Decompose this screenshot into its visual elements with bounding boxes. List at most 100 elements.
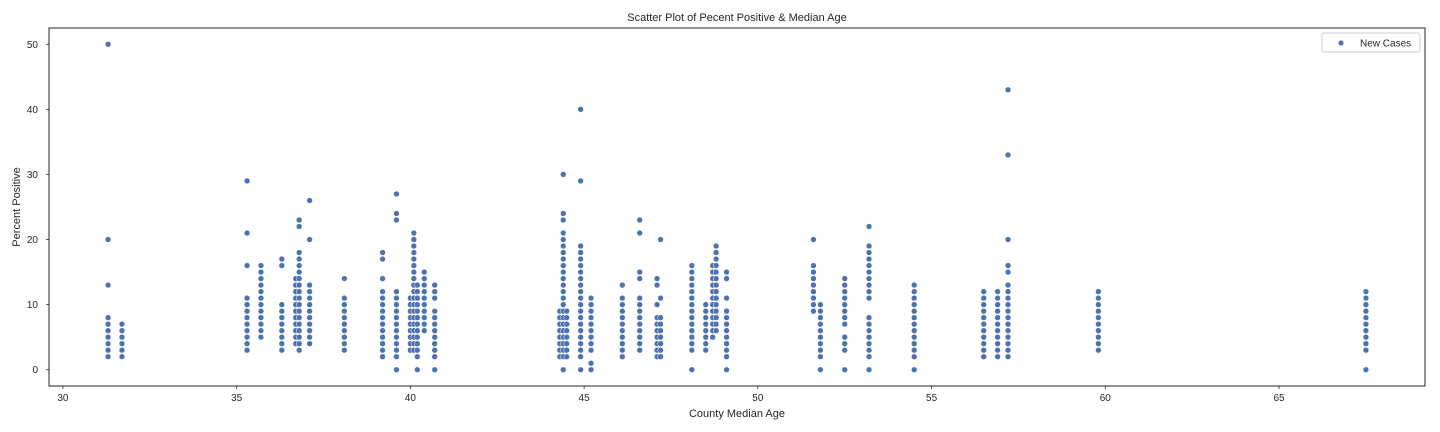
data-point: [560, 255, 567, 263]
data-point: [636, 347, 643, 354]
data-point: [911, 334, 918, 341]
data-point: [393, 294, 400, 302]
data-point: [911, 353, 918, 360]
data-point: [1362, 347, 1370, 354]
data-point: [296, 314, 303, 321]
data-point: [1095, 288, 1102, 295]
data-point: [657, 327, 664, 334]
data-point: [817, 340, 824, 347]
data-point: [911, 327, 918, 334]
data-point: [688, 294, 695, 302]
data-point: [713, 294, 720, 302]
data-point: [296, 249, 303, 256]
data-point: [911, 366, 918, 373]
data-point: [810, 288, 817, 295]
data-point: [379, 327, 386, 334]
data-point: [841, 321, 848, 328]
data-point: [723, 366, 730, 373]
data-point: [994, 327, 1001, 334]
data-point: [410, 236, 418, 243]
data-point: [243, 347, 251, 354]
data-point: [841, 281, 848, 289]
data-point: [118, 340, 126, 347]
data-point: [421, 314, 428, 321]
data-point: [1362, 301, 1370, 308]
data-point: [379, 255, 386, 263]
data-point: [1362, 308, 1370, 315]
data-point: [1004, 314, 1012, 321]
data-point: [431, 288, 438, 295]
data-point: [104, 314, 112, 321]
data-point: [657, 340, 664, 347]
data-point: [421, 327, 428, 334]
data-point: [379, 288, 386, 295]
data-point: [278, 321, 285, 328]
data-point: [414, 294, 421, 302]
data-point: [563, 314, 570, 321]
data-point: [653, 281, 661, 289]
data-point: [296, 255, 303, 263]
data-point: [723, 308, 730, 315]
data-point: [296, 281, 303, 289]
data-point: [393, 314, 400, 321]
data-point: [306, 294, 313, 302]
data-point: [1004, 353, 1012, 360]
data-point: [723, 347, 730, 354]
data-point: [421, 281, 428, 289]
data-point: [619, 353, 626, 360]
data-point: [865, 288, 873, 295]
data-point: [306, 301, 313, 308]
data-point: [296, 308, 303, 315]
data-point: [865, 255, 873, 263]
data-point: [560, 262, 567, 269]
data-point: [1095, 321, 1102, 328]
data-point: [619, 301, 626, 308]
data-point: [702, 308, 709, 315]
data-point: [587, 321, 595, 328]
data-point: [619, 294, 626, 302]
data-point: [577, 281, 584, 289]
data-point: [841, 334, 848, 341]
data-point: [243, 308, 251, 315]
data-point: [577, 327, 584, 334]
y-tick-label: 30: [27, 170, 39, 181]
data-point: [296, 223, 303, 230]
data-point: [1004, 301, 1012, 308]
data-point: [702, 340, 709, 347]
data-point: [577, 288, 584, 295]
data-point: [994, 308, 1001, 315]
data-point: [379, 275, 386, 282]
legend-box: [1321, 32, 1421, 53]
data-point: [1362, 327, 1370, 334]
data-point: [257, 301, 265, 308]
data-point: [1362, 340, 1370, 347]
data-point: [278, 340, 285, 347]
data-point: [1004, 308, 1012, 315]
data-point: [257, 314, 265, 321]
data-point: [911, 347, 918, 354]
data-point: [994, 353, 1001, 360]
data-point: [431, 353, 438, 360]
data-point: [560, 294, 567, 302]
data-point: [104, 334, 112, 341]
data-point: [243, 327, 251, 334]
y-tick-label: 50: [27, 40, 39, 51]
y-tick-label: 10: [27, 300, 39, 311]
data-point: [723, 334, 730, 341]
data-point: [817, 308, 824, 315]
data-point: [911, 340, 918, 347]
data-point: [577, 353, 584, 360]
data-point: [1004, 340, 1012, 347]
data-point: [865, 294, 873, 302]
data-point: [817, 301, 824, 308]
data-point: [688, 275, 695, 282]
data-point: [414, 314, 421, 321]
data-point: [296, 288, 303, 295]
data-point: [911, 301, 918, 308]
data-point: [619, 281, 626, 289]
data-point: [841, 314, 848, 321]
data-point: [713, 321, 720, 328]
data-point: [421, 275, 428, 282]
y-axis: 0 10 20 30 40 50: [27, 40, 49, 376]
data-point: [414, 366, 421, 373]
